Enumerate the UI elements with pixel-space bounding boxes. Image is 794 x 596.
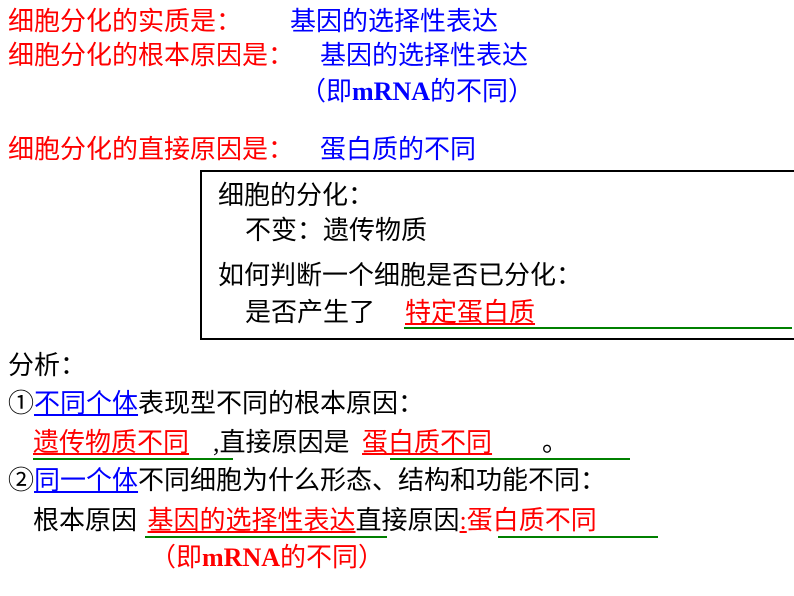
direct-cause-answer: 蛋白质的不同 <box>320 134 476 165</box>
point2-direct-label: 直接原因 <box>356 506 460 535</box>
paren-open2: （即 <box>150 543 202 572</box>
paren-close: 的不同） <box>430 77 534 106</box>
green-underline-2b <box>390 458 630 460</box>
point1-period: 。 <box>542 428 568 457</box>
point2-root-label: 根本原因 <box>33 506 137 535</box>
point1-direct-label: ,直接原因是 <box>213 428 350 457</box>
point2-direct-answer: 蛋白质不同 <box>467 506 597 535</box>
point2-subject: 同一个体 <box>34 466 138 495</box>
green-underline-3b <box>498 536 658 538</box>
point2-answer: 根本原因 基因的选择性表达直接原因:蛋白质不同 <box>33 505 597 536</box>
mrna-text2: mRNA <box>202 543 280 572</box>
point2-num: ② <box>8 466 34 495</box>
root-cause-label: 细胞分化的根本原因是： <box>8 40 294 71</box>
box-line2: 不变：遗传物质 <box>245 215 427 246</box>
point1: ①不同个体表现型不同的根本原因： <box>8 388 424 419</box>
point2: ②同一个体不同细胞为什么形态、结构和功能不同： <box>8 465 606 496</box>
point1-direct-answer: 蛋白质不同 <box>362 428 492 457</box>
point2-colon: : <box>460 506 467 535</box>
point1-answer: 遗传物质不同 ,直接原因是 蛋白质不同 。 <box>33 427 568 458</box>
root-cause-detail: （即mRNA的不同） <box>300 76 534 107</box>
mrna-text: mRNA <box>352 77 430 106</box>
point1-text: 表现型不同的根本原因： <box>138 389 424 418</box>
green-underline-1 <box>404 327 792 329</box>
essence-answer: 基因的选择性表达 <box>290 6 498 37</box>
point1-root-answer: 遗传物质不同 <box>33 428 189 457</box>
point1-subject: 不同个体 <box>34 389 138 418</box>
direct-cause-label: 细胞分化的直接原因是： <box>8 134 294 165</box>
box-line4b: 特定蛋白质 <box>405 297 535 328</box>
analysis-label: 分析： <box>8 350 86 381</box>
point2-detail: （即mRNA的不同） <box>150 542 384 573</box>
point2-root-answer: 基因的选择性表达 <box>148 506 356 535</box>
box-line3: 如何判断一个细胞是否已分化： <box>218 260 582 291</box>
point2-text: 不同细胞为什么形态、结构和功能不同： <box>138 466 606 495</box>
essence-label: 细胞分化的实质是： <box>8 6 242 37</box>
paren-close2: 的不同） <box>280 543 384 572</box>
green-underline-3a <box>145 536 387 538</box>
box-line4a: 是否产生了 <box>245 297 375 328</box>
root-cause-answer: 基因的选择性表达 <box>320 40 528 71</box>
point1-num: ① <box>8 389 34 418</box>
green-underline-2a <box>33 458 233 460</box>
box-line1: 细胞的分化： <box>218 180 374 211</box>
paren-open: （即 <box>300 77 352 106</box>
